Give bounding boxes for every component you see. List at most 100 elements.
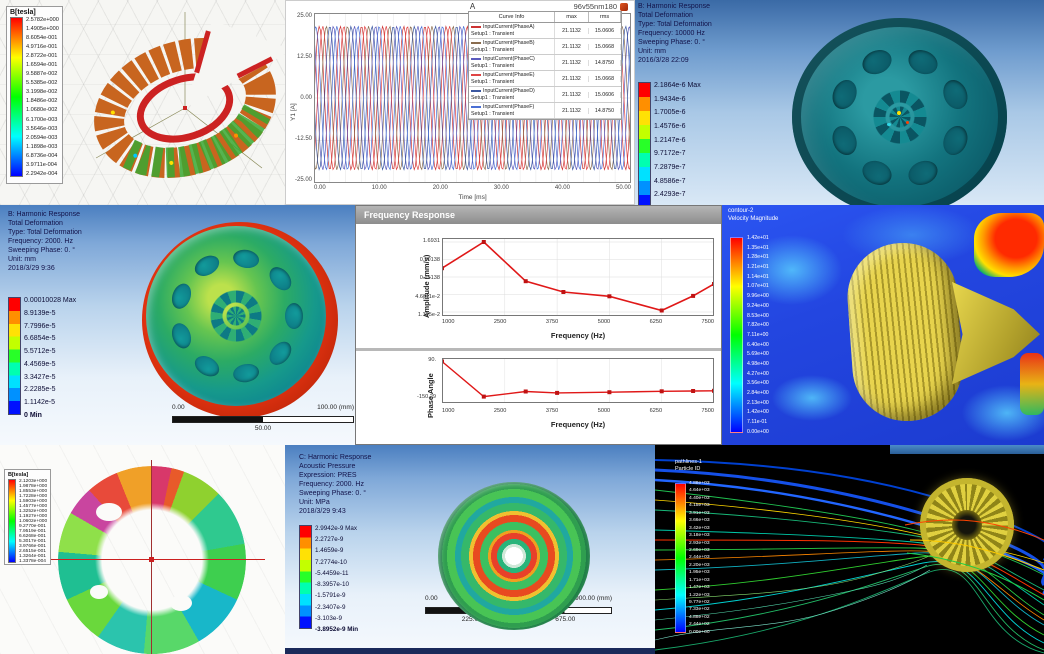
annotation-line: Total Deformation (8, 220, 63, 227)
y-tick: 25.00 (296, 13, 312, 19)
annotation-line: Total Deformation (638, 12, 693, 19)
legend-value: 2.44e+03 (689, 555, 710, 561)
wheel-hole (168, 320, 195, 352)
annotation-line: C: Harmonic Response (299, 454, 372, 461)
legend-value: 2.5782e+000 (26, 17, 59, 23)
curve-setup: Setup1 : Transient (471, 62, 514, 69)
legend-value: 3.18e+03 (689, 533, 710, 539)
y-axis-ticks: 25.00 12.50 0.00 -12.50 -25.00 (286, 13, 312, 183)
legend-value: 1.3378e-004 (19, 559, 46, 564)
legend-value: 4.40e+03 (689, 495, 710, 501)
color-scale-bar (730, 237, 743, 433)
legend-value: 3.42e+03 (689, 525, 710, 531)
curve-color-swatch (471, 41, 481, 44)
x-tick: 3750 (545, 319, 559, 325)
legend-values: 2.9942e-9 Max 2.2727e-9 1.4659e-9 7.2774e-1… (315, 525, 358, 633)
curve-max: 21.1132 (555, 27, 589, 34)
panel-harmonic-2000: B: Harmonic Response Total Deformation Typ… (0, 205, 355, 445)
legend-value: -3.8952e-9 Min (315, 625, 359, 633)
contour-title-line: Velocity Magnitude (728, 215, 779, 222)
legend-value: 2.93e+03 (689, 540, 710, 546)
curve-name-cell: InputCurrent(PhaseC) Setup1 : Transient (469, 55, 555, 70)
legend-value: 7.9519e-001 (19, 529, 46, 534)
amplitude-chart (442, 238, 714, 316)
legend-value: 4.9716e-001 (26, 44, 58, 51)
curve-rms: 15.0606 (589, 91, 621, 98)
legend-value: 1.14e+01 (747, 273, 769, 280)
curve-setup: Setup1 : Transient (471, 110, 514, 117)
legend-row: InputCurrent(PhaseE) Setup1 : Transient … (469, 71, 621, 87)
legend-value: -3.103e-9 (315, 614, 342, 622)
x-tick: 6250 (649, 319, 663, 325)
legend-value: 3.1998e-002 (26, 89, 58, 96)
curve-color-swatch (471, 89, 481, 92)
wheel-hole (858, 45, 895, 78)
y-tick: 0.50138 (419, 256, 440, 263)
deformation-legend: 2.1864e-6 Max 1.9434e-6 1.7005e-6 1.4576e-6… (638, 82, 701, 205)
deformation-legend: 0.00010028 Max 8.9139e-5 7.7996e-5 6.6854e-… (8, 297, 76, 419)
legend-value: 9.77e+02 (689, 600, 710, 605)
design-name: 96v55nm180 (573, 2, 617, 11)
legend-value: 2.6515e-001 (19, 549, 46, 554)
x-tick: 2500 (493, 408, 507, 414)
legend-value: -1.5791e-9 (315, 592, 346, 600)
curve-name: InputCurrent(PhaseF) (483, 104, 535, 110)
panel-acoustic-pressure: C: Harmonic Response Acoustic Pressure Exp… (285, 445, 655, 654)
legend-value: 4.4569e-5 (24, 360, 56, 368)
legend-value: 0.00e+00 (689, 629, 710, 635)
legend-value: 4.64e+03 (689, 488, 710, 494)
legend-value: 4.88e+03 (689, 481, 710, 486)
ring-notch (170, 595, 192, 611)
curve-color-swatch (471, 105, 481, 108)
phase-chart (442, 358, 714, 403)
legend-value: 2.84e+00 (747, 390, 769, 396)
legend-value: 7.33e+02 (689, 607, 710, 613)
legend-value: 1.1898e-003 (26, 143, 58, 150)
legend-value: 1.9878e+000 (19, 484, 48, 489)
x-axis-ticks: 0.00 10.00 20.00 30.00 40.00 50.00 (314, 185, 631, 191)
legend-value: 7.7996e-5 (24, 322, 56, 330)
curve-info-legend: Curve Info max rms InputCurrent(PhaseA) … (468, 11, 622, 120)
wheel-hole (938, 75, 972, 113)
color-legend: B[tesla] 2.5782e+000 1.4905e+000 8.6054e-0… (6, 6, 63, 184)
crosshair-center (149, 557, 154, 562)
legend-value: 8.9139e-5 (24, 309, 56, 317)
wheel-hole (858, 156, 895, 189)
legend-value: 3.9711e-004 (26, 161, 58, 168)
legend-value: 3.9766e-001 (19, 544, 46, 549)
legend-value: 4.27e+00 (747, 370, 769, 377)
wheel-hole (904, 156, 941, 189)
legend-value: -2.3407e-9 (315, 603, 346, 611)
legend-row: InputCurrent(PhaseC) Setup1 : Transient … (469, 55, 621, 71)
hotspot-speck (905, 120, 909, 124)
legend-value: 1.35e+01 (747, 244, 769, 251)
hotspot-speck (886, 122, 891, 126)
legend-value: 9.2770e-001 (19, 524, 46, 529)
x-tick: 5000 (597, 408, 611, 414)
legend-value: 2.8722e-001 (26, 53, 58, 60)
bottom-strip (285, 648, 655, 654)
legend-value: 1.4905e+000 (26, 26, 59, 33)
annotation-line: Unit: mm (638, 48, 666, 55)
curve-max: 21.1132 (555, 75, 589, 82)
legend-value: 1.2147e-6 (654, 136, 686, 144)
annotation-block: B: Harmonic Response Total Deformation Typ… (638, 2, 712, 65)
legend-value: 1.8553e+000 (19, 489, 48, 494)
window-title-bar[interactable]: Frequency Response (356, 206, 721, 224)
curve-name-cell: InputCurrent(PhaseE) Setup1 : Transient (469, 71, 555, 86)
wheel-hole (191, 351, 223, 381)
design-label: 96v55nm180 (574, 2, 628, 11)
phase-x-axis-label: Frequency (Hz) (550, 420, 606, 429)
legend-value: 6.6268e-001 (19, 534, 46, 539)
legend-value: 2.13e+00 (747, 399, 769, 406)
annotation-block: B: Harmonic Response Total Deformation Typ… (8, 210, 82, 273)
panel-harmonic-10000: B: Harmonic Response Total Deformation Typ… (635, 0, 1044, 205)
window-fragment (890, 445, 1044, 454)
curve-rms: 15.0668 (589, 43, 621, 50)
legend-row: InputCurrent(PhaseA) Setup1 : Transient … (469, 23, 621, 39)
panel-xy-plot: A 96v55nm180 Y1 [A] 25.00 12.50 0.00 -12.50… (285, 0, 635, 205)
annotation-line: B: Harmonic Response (638, 3, 710, 10)
legend-value: 9.24e+00 (747, 302, 769, 309)
wheel-hole (231, 247, 261, 271)
